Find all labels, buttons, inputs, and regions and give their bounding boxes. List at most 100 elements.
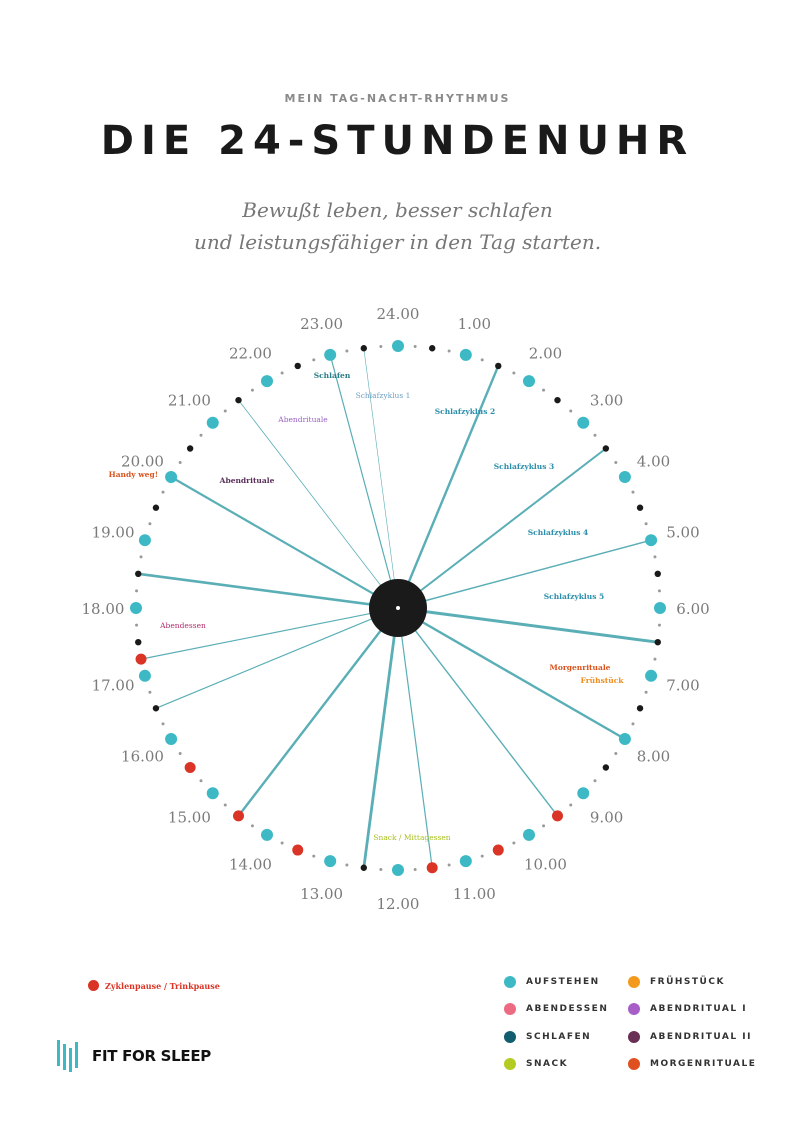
- clock-quarter-dot: [447, 349, 451, 353]
- pause-legend-dot: [88, 980, 99, 991]
- clock-quarter-dot: [657, 623, 661, 627]
- legend-dot: [504, 1031, 516, 1043]
- clock-hour-dot: [138, 534, 151, 547]
- clock-half-hour-dot: [636, 504, 644, 511]
- clock-ray: [396, 606, 660, 644]
- clock-quarter-dot: [345, 863, 349, 867]
- clock-ray: [397, 447, 607, 609]
- legend-dot: [628, 1003, 640, 1015]
- clock-quarter-dot: [447, 863, 451, 867]
- clock-ray: [136, 572, 400, 610]
- clock-quarter-dot: [280, 371, 284, 375]
- hour-label: 3.00: [590, 391, 623, 409]
- clock-quarter-dot: [542, 824, 546, 828]
- clock-quarter-dot: [312, 854, 316, 858]
- hour-label: 22.00: [229, 345, 272, 363]
- page-title: DIE 24-STUNDENUHR: [100, 118, 695, 164]
- clock-ray: [329, 354, 399, 609]
- clock-half-hour-dot: [654, 638, 661, 646]
- legend-label: SCHLAFEN: [526, 1032, 592, 1042]
- clock-ray: [155, 607, 399, 709]
- clock-annotation: Schlafzyklus 2: [435, 407, 496, 416]
- clock-quarter-dot: [161, 722, 165, 726]
- clock-annotation: Schlafzyklus 5: [544, 592, 605, 601]
- clock-quarter-dot: [480, 854, 484, 858]
- clock-annotation: Schlafzyklus 4: [528, 528, 589, 537]
- hour-label: 23.00: [300, 315, 343, 333]
- clock-hour-dot: [577, 787, 590, 800]
- clock-ray: [397, 539, 652, 609]
- hour-label: 2.00: [529, 345, 562, 363]
- hour-label: 9.00: [590, 809, 623, 827]
- legend-item-aufstehen: AUFSTEHEN: [504, 976, 600, 988]
- clock-quarter-dot: [512, 841, 516, 845]
- clock-quarter-dot: [199, 433, 203, 437]
- clock-quarter-dot: [569, 803, 573, 807]
- clock-quarter-dot: [223, 803, 227, 807]
- legend-label: SNACK: [526, 1059, 569, 1069]
- pause-dot: [426, 862, 438, 874]
- clock-ray: [140, 607, 399, 660]
- pause-dot: [184, 761, 196, 773]
- clock-quarter-dot: [161, 490, 165, 494]
- hour-label: 8.00: [637, 748, 670, 766]
- clock-half-hour-dot: [135, 570, 142, 578]
- legend-item-fruehstueck: FRÜHSTÜCK: [628, 976, 725, 988]
- clock-quarter-dot: [653, 657, 657, 661]
- clock-quarter-dot: [413, 345, 417, 349]
- hour-label: 13.00: [300, 885, 343, 903]
- clock-quarter-dot: [413, 867, 417, 871]
- clock-quarter-dot: [312, 358, 316, 362]
- legend-label: AUFSTEHEN: [526, 977, 600, 987]
- hour-label: 12.00: [377, 895, 420, 913]
- legend-label: ABENDRITUAL I: [650, 1004, 748, 1014]
- clock-annotation: Frühstück: [581, 676, 625, 685]
- legend-dot: [628, 976, 640, 988]
- clock-quarter-dot: [644, 522, 648, 526]
- clock-hour-dot: [165, 733, 178, 745]
- clock-hour-dot: [618, 733, 631, 745]
- clock-quarter-dot: [644, 690, 648, 694]
- hour-label: 5.00: [666, 524, 699, 542]
- legend-item-snack: SNACK: [504, 1058, 568, 1070]
- legend-item-abendritual-1: ABENDRITUAL I: [628, 1003, 747, 1015]
- clock-hour-dot: [523, 375, 535, 388]
- clock-hour-dot: [577, 416, 590, 429]
- legend-label: ABENDRITUAL II: [650, 1032, 752, 1042]
- clock-half-hour-dot: [554, 396, 561, 404]
- hour-label: 1.00: [458, 315, 491, 333]
- clock-half-hour-dot: [135, 638, 142, 646]
- clock-hour-dot: [138, 669, 151, 682]
- clock-quarter-dot: [345, 349, 349, 353]
- clock-half-hour-dot: [186, 445, 194, 452]
- subtitle-line-2: und leistungsfähiger in den Tag starten.: [193, 230, 602, 254]
- clock-ray: [362, 606, 400, 870]
- clock-hour-dot: [206, 787, 219, 800]
- clock-quarter-dot: [480, 358, 484, 362]
- clock-quarter-dot: [614, 460, 618, 464]
- hour-label: 21.00: [168, 391, 211, 409]
- clock-quarter-dot: [135, 623, 139, 627]
- clock-annotation: Morgenrituale: [550, 663, 611, 672]
- legend-dot: [628, 1058, 640, 1070]
- hour-label: 4.00: [637, 453, 670, 471]
- clock-ray: [238, 399, 399, 609]
- hour-label: 20.00: [121, 453, 164, 471]
- clock-quarter-dot: [569, 409, 573, 413]
- legend-dot: [504, 1058, 516, 1070]
- hour-label: 6.00: [676, 600, 709, 618]
- hour-label: 10.00: [524, 855, 567, 873]
- hour-label: 18.00: [82, 600, 125, 618]
- hour-label: 15.00: [168, 809, 211, 827]
- clock-ray: [237, 606, 400, 818]
- page-subtitle: Bewußt leben, besser schlafen und leistu…: [0, 194, 795, 258]
- clock-quarter-dot: [178, 752, 182, 756]
- clock-hour-dot: [618, 471, 631, 483]
- clock-ray: [396, 364, 500, 610]
- clock-half-hour-dot: [235, 396, 242, 404]
- hour-label: 14.00: [229, 855, 272, 873]
- clock-hour-dot: [206, 416, 219, 429]
- clock-hour-dot: [261, 828, 273, 841]
- legend-label: FRÜHSTÜCK: [650, 977, 725, 987]
- pause-dot: [492, 844, 504, 856]
